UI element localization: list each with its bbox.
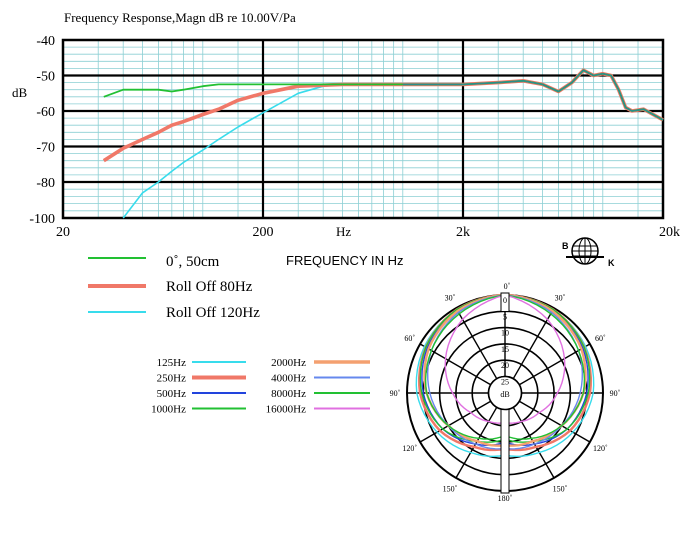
freq-y-tick-label: -40 xyxy=(36,34,55,49)
legend-label-0deg: 0˚, 50cm xyxy=(166,254,220,270)
polar-legend-label: 4000Hz xyxy=(271,373,306,385)
polar-series-line xyxy=(504,294,584,450)
freq-chart-xlabel: FREQUENCY IN Hz xyxy=(286,253,404,268)
polar-spoke xyxy=(512,406,555,479)
polar-center-label: dB xyxy=(500,390,509,399)
polar-legend-label: 250Hz xyxy=(157,373,186,385)
polar-angle-label-left: 60˚ xyxy=(404,334,415,343)
freq-chart-x-unit: Hz xyxy=(336,224,351,239)
polar-radial-label: 0 xyxy=(503,296,507,305)
polar-series-group xyxy=(415,293,595,458)
freq-x-tick-label: 200 xyxy=(253,225,274,240)
polar-spoke xyxy=(455,406,498,479)
freq-chart-series xyxy=(102,68,664,219)
freq-chart-grid xyxy=(61,38,665,220)
polar-angle-label-right: 60˚ xyxy=(595,334,606,343)
freq-x-tick-label: 2k xyxy=(456,225,470,240)
polar-radial-label: 5 xyxy=(503,312,507,321)
legend-label-rolloff-80: Roll Off 80Hz xyxy=(166,279,253,295)
polar-spoke xyxy=(518,400,591,443)
freq-chart-ylabel: dB xyxy=(12,85,28,100)
freq-y-tick-label: -60 xyxy=(36,105,55,120)
polar-angle-label-right: 30˚ xyxy=(555,294,566,303)
polar-series-line xyxy=(426,294,506,450)
polar-angle-label-left: 30˚ xyxy=(445,294,456,303)
brand-logo: B K xyxy=(562,237,615,268)
polar-series-line xyxy=(444,294,506,424)
polar-legend-label: 125Hz xyxy=(157,357,186,369)
polar-legend-label: 16000Hz xyxy=(266,404,306,416)
polar-bottom-strip xyxy=(500,406,510,494)
freq-legend: 0˚, 50cm Roll Off 80Hz Roll Off 120Hz xyxy=(88,254,260,321)
freq-x-tick-label: 20 xyxy=(56,225,70,240)
logo-letter-k: K xyxy=(608,258,615,268)
polar-radial-label: 25 xyxy=(501,378,509,387)
legend-label-rolloff-120: Roll Off 120Hz xyxy=(166,305,260,321)
polar-angle-label-right: 150˚ xyxy=(553,484,568,493)
freq-chart-x-ticks: 20 200 2k 20k xyxy=(56,225,680,240)
polar-legend-label: 1000Hz xyxy=(151,404,186,416)
logo-letter-b: B xyxy=(562,241,569,251)
polar-legend-label: 500Hz xyxy=(157,388,186,400)
polar-legend-label: 8000Hz xyxy=(271,388,306,400)
freq-series-line xyxy=(122,69,664,219)
polar-center xyxy=(487,375,523,411)
freq-y-tick-label: -80 xyxy=(36,176,55,191)
polar-angle-label-right: 120˚ xyxy=(593,444,608,453)
polar-chart: dB 0 5 10 15 20 25 0˚ 180˚ 30˚ 30˚ 60˚ 60˚ 90˚ 90˚ 120˚… xyxy=(390,282,621,503)
freq-series-overlap-line xyxy=(402,69,664,121)
polar-angle-label-bottom: 180˚ xyxy=(498,494,513,503)
polar-series-line xyxy=(424,294,506,440)
polar-series-line xyxy=(504,294,566,424)
polar-spoke xyxy=(419,400,492,443)
polar-angle-label-top: 0˚ xyxy=(504,282,511,291)
polar-radial-label: 20 xyxy=(501,361,509,370)
freq-y-tick-label: -100 xyxy=(29,212,55,227)
polar-top-strip xyxy=(500,292,510,312)
polar-legend-label: 2000Hz xyxy=(271,357,306,369)
polar-radial-label: 10 xyxy=(501,329,509,338)
polar-series-line xyxy=(504,294,586,440)
freq-x-tick-label: 20k xyxy=(659,225,680,240)
freq-chart-y-ticks: -40 -50 -60 -70 -80 -100 xyxy=(29,34,55,227)
polar-angle-label-left: 120˚ xyxy=(402,444,417,453)
polar-radial-label: 15 xyxy=(501,345,509,354)
freq-y-tick-label: -70 xyxy=(36,141,55,156)
polar-legend: 125Hz 250Hz 500Hz 1000Hz 2000Hz 4000Hz 8000Hz 1… xyxy=(151,357,370,416)
polar-angle-label-left: 90˚ xyxy=(390,389,401,398)
globe-icon xyxy=(566,237,604,265)
freq-chart-frame xyxy=(61,38,665,220)
polar-angle-label-right: 90˚ xyxy=(610,389,621,398)
freq-y-tick-label: -50 xyxy=(36,70,55,85)
polar-angle-label-left: 150˚ xyxy=(443,484,458,493)
freq-chart-title: Frequency Response,Magn dB re 10.00V/Pa xyxy=(64,10,296,25)
